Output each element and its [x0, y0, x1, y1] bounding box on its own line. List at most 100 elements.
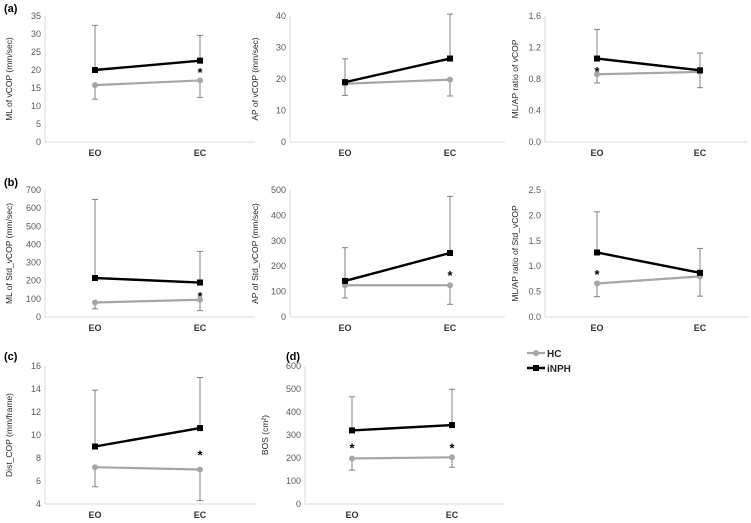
hc-data-point [197, 466, 203, 473]
x-category-label: EC [694, 323, 707, 333]
inph-data-point [447, 55, 453, 62]
y-tick-label: 100 [286, 476, 301, 486]
y-tick-label: 500 [271, 185, 286, 195]
inph-data-point [197, 57, 203, 64]
y-tick-label: 0.5 [528, 287, 541, 297]
y-tick-label: 10 [31, 101, 41, 111]
x-category-label: EC [444, 148, 457, 158]
hc-series-line [344, 78, 451, 85]
x-category-label: EO [88, 323, 101, 333]
hc-series-line [94, 466, 201, 471]
y-tick-label: 20 [31, 65, 41, 75]
inph-data-point [697, 269, 703, 276]
y-tick-label: 300 [271, 236, 286, 246]
hc-data-point [92, 82, 98, 89]
significance-asterisk: * [349, 441, 355, 456]
y-tick-label: 500 [26, 221, 41, 231]
inph-series-line [94, 59, 201, 72]
inph-series-line [344, 251, 451, 283]
x-category-label: EC [194, 323, 207, 333]
y-tick-label: 0 [36, 312, 41, 322]
chart-panel-8: 0 100 200 300 400 500 600 EO EC BOS (cm²) (d) * * [260, 351, 505, 520]
inph-series-line [351, 423, 453, 432]
y-tick-label: 600 [286, 361, 301, 371]
y-tick-label: 8 [36, 453, 41, 463]
y-tick-label: 15 [31, 83, 41, 93]
y-tick-label: 0.8 [528, 74, 541, 84]
y-tick-label: 200 [286, 453, 301, 463]
y-tick-label: 400 [271, 210, 286, 220]
y-tick-label: 1.6 [528, 11, 541, 21]
significance-asterisk: * [197, 65, 203, 80]
inph-series-line [596, 57, 701, 72]
inph-data-point [197, 425, 203, 432]
chart-panel-3: 0.0 0.4 0.8 1.2 1.6 EO EC ML/AP ratio of vCOP * [510, 11, 748, 158]
y-axis-label: AP of vCOP (mm/sec) [250, 37, 260, 120]
y-axis-label: ML of Std_vCOP (mm/sec) [4, 203, 14, 304]
x-category-label: EC [446, 510, 459, 518]
y-tick-label: 10 [276, 106, 286, 116]
hc-data-point [594, 71, 600, 78]
inph-data-point [342, 79, 348, 86]
y-tick-label: 12 [31, 407, 41, 417]
y-tick-label: 14 [31, 384, 41, 394]
inph-data-point [92, 443, 98, 450]
hc-series-line [351, 456, 453, 460]
x-category-label: EO [590, 148, 603, 158]
hc-data-point [197, 296, 203, 303]
y-tick-label: 200 [271, 261, 286, 271]
y-tick-label: 500 [286, 384, 301, 394]
y-tick-label: 4 [36, 499, 41, 509]
y-tick-label: 300 [26, 258, 41, 268]
inph-data-point [594, 249, 600, 256]
x-category-label: EO [338, 148, 351, 158]
y-tick-label: 0.4 [528, 106, 541, 116]
x-category-label: EC [194, 148, 207, 158]
y-tick-label: 400 [286, 407, 301, 417]
significance-asterisk: * [594, 267, 600, 282]
y-tick-label: 2.5 [528, 185, 541, 195]
y-tick-label: 2.0 [528, 210, 541, 220]
hc-series-line [596, 70, 701, 76]
y-axis-label: AP of Std_vCOP (mm/sec) [250, 203, 260, 304]
y-tick-label: 1.0 [528, 261, 541, 271]
significance-asterisk: * [197, 289, 203, 304]
y-tick-label: 10 [31, 430, 41, 440]
chart-panel-2: 0 10 20 30 40 EO EC AP of vCOP (mm/sec) [250, 11, 505, 158]
hc-series-line [94, 298, 201, 304]
chart-panel-6: 0.0 0.5 1.0 1.5 2.0 2.5 EO EC ML/AP ratio of Std… [510, 185, 748, 333]
chart-panel-4: 0 100 200 300 400 500 600 700 EO EC ML of Std_vCOP… [4, 177, 255, 333]
hc-data-point [197, 77, 203, 84]
hc-series-line [596, 275, 701, 285]
legend-hc-marker [533, 350, 539, 356]
legend-inph-label: iNPH [547, 364, 571, 375]
inph-series-line [94, 426, 201, 448]
y-tick-label: 300 [286, 430, 301, 440]
y-tick-label: 6 [36, 476, 41, 486]
y-tick-label: 40 [276, 11, 286, 21]
inph-data-point [447, 249, 453, 256]
x-category-label: EO [345, 510, 358, 518]
hc-series-line [94, 79, 201, 87]
hc-data-point [449, 454, 455, 461]
y-tick-label: 20 [276, 74, 286, 84]
inph-data-point [197, 279, 203, 286]
inph-data-point [349, 427, 355, 434]
x-category-label: EC [694, 148, 707, 158]
y-tick-label: 0 [36, 137, 41, 147]
hc-data-point [594, 280, 600, 287]
y-tick-label: 0.0 [528, 312, 541, 322]
x-category-label: EO [88, 510, 101, 518]
y-tick-label: 0 [281, 312, 286, 322]
inph-series-line [596, 251, 701, 274]
y-tick-label: 100 [26, 294, 41, 304]
y-tick-label: 600 [26, 203, 41, 213]
significance-asterisk: * [449, 441, 455, 456]
significance-asterisk: * [197, 448, 203, 463]
inph-data-point [92, 274, 98, 281]
inph-data-point [594, 55, 600, 62]
inph-data-point [92, 67, 98, 73]
legend-inph-marker [533, 365, 539, 371]
y-tick-label: 100 [271, 287, 286, 297]
